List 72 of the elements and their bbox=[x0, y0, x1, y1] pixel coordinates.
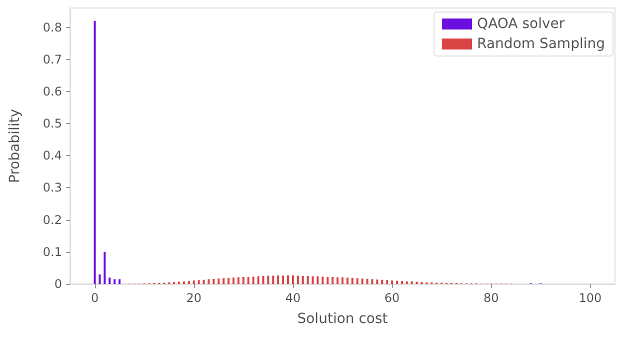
bar bbox=[118, 279, 121, 284]
bar bbox=[371, 279, 374, 284]
y-tick-label: 0.2 bbox=[42, 212, 62, 227]
y-tick-label: 0.3 bbox=[42, 180, 62, 195]
bar bbox=[222, 278, 225, 284]
x-tick-label: 20 bbox=[186, 291, 202, 305]
bar bbox=[342, 277, 344, 284]
bar bbox=[391, 280, 394, 284]
bar bbox=[192, 280, 195, 284]
bar bbox=[336, 277, 339, 284]
legend-label: QAOA solver bbox=[477, 16, 565, 32]
bar bbox=[277, 275, 280, 284]
bar bbox=[182, 281, 185, 284]
bar bbox=[202, 280, 205, 284]
x-tick-label: 60 bbox=[384, 291, 400, 305]
bar bbox=[282, 276, 284, 284]
bar bbox=[94, 20, 96, 284]
y-tick-label: 0 bbox=[54, 277, 62, 291]
bar bbox=[198, 280, 200, 284]
y-tick-label: 0.8 bbox=[42, 20, 62, 34]
y-tick-label: 0.4 bbox=[42, 148, 62, 163]
y-tick-label: 0.5 bbox=[42, 116, 62, 131]
bar bbox=[326, 276, 329, 284]
x-tick-label: 80 bbox=[483, 291, 499, 305]
bar bbox=[247, 276, 250, 284]
bar bbox=[218, 278, 220, 284]
bar bbox=[98, 274, 101, 284]
bar bbox=[208, 279, 210, 284]
y-tick-label: 0.7 bbox=[42, 52, 62, 66]
bar bbox=[381, 280, 384, 284]
bar bbox=[306, 276, 309, 284]
bar bbox=[296, 276, 299, 284]
bar bbox=[376, 280, 378, 284]
bar bbox=[322, 276, 324, 284]
bar bbox=[108, 278, 111, 284]
bar bbox=[346, 278, 348, 284]
bar bbox=[312, 276, 314, 284]
bar bbox=[400, 281, 403, 284]
bar bbox=[188, 281, 190, 284]
bar bbox=[242, 276, 244, 284]
bar bbox=[406, 281, 408, 284]
bar bbox=[302, 276, 304, 284]
bar bbox=[267, 276, 270, 284]
bar bbox=[410, 281, 413, 284]
x-tick-label: 0 bbox=[90, 291, 99, 305]
bar bbox=[257, 276, 260, 284]
bar bbox=[104, 252, 106, 284]
bar bbox=[316, 276, 319, 284]
y-axis-title: Probability bbox=[7, 108, 23, 184]
x-tick-label: 40 bbox=[285, 291, 301, 305]
bar bbox=[287, 275, 289, 284]
bar bbox=[386, 280, 388, 284]
bar bbox=[232, 278, 234, 284]
y-tick-label: 0.1 bbox=[42, 244, 62, 259]
legend-label: Random Sampling bbox=[477, 36, 606, 52]
bar bbox=[366, 278, 368, 284]
bar bbox=[212, 278, 215, 284]
bar bbox=[252, 276, 254, 284]
bar bbox=[332, 276, 334, 284]
x-axis-title: Solution cost bbox=[297, 311, 388, 327]
x-tick-label: 100 bbox=[578, 291, 602, 305]
bar bbox=[396, 280, 398, 284]
bar bbox=[228, 278, 230, 284]
bar bbox=[356, 278, 358, 284]
bar bbox=[237, 277, 240, 284]
bar bbox=[114, 279, 116, 284]
bar bbox=[292, 275, 294, 284]
bar bbox=[351, 278, 354, 284]
y-tick-label: 0.6 bbox=[42, 84, 62, 98]
bar bbox=[262, 276, 264, 284]
bar bbox=[361, 278, 364, 284]
bar bbox=[272, 276, 274, 284]
